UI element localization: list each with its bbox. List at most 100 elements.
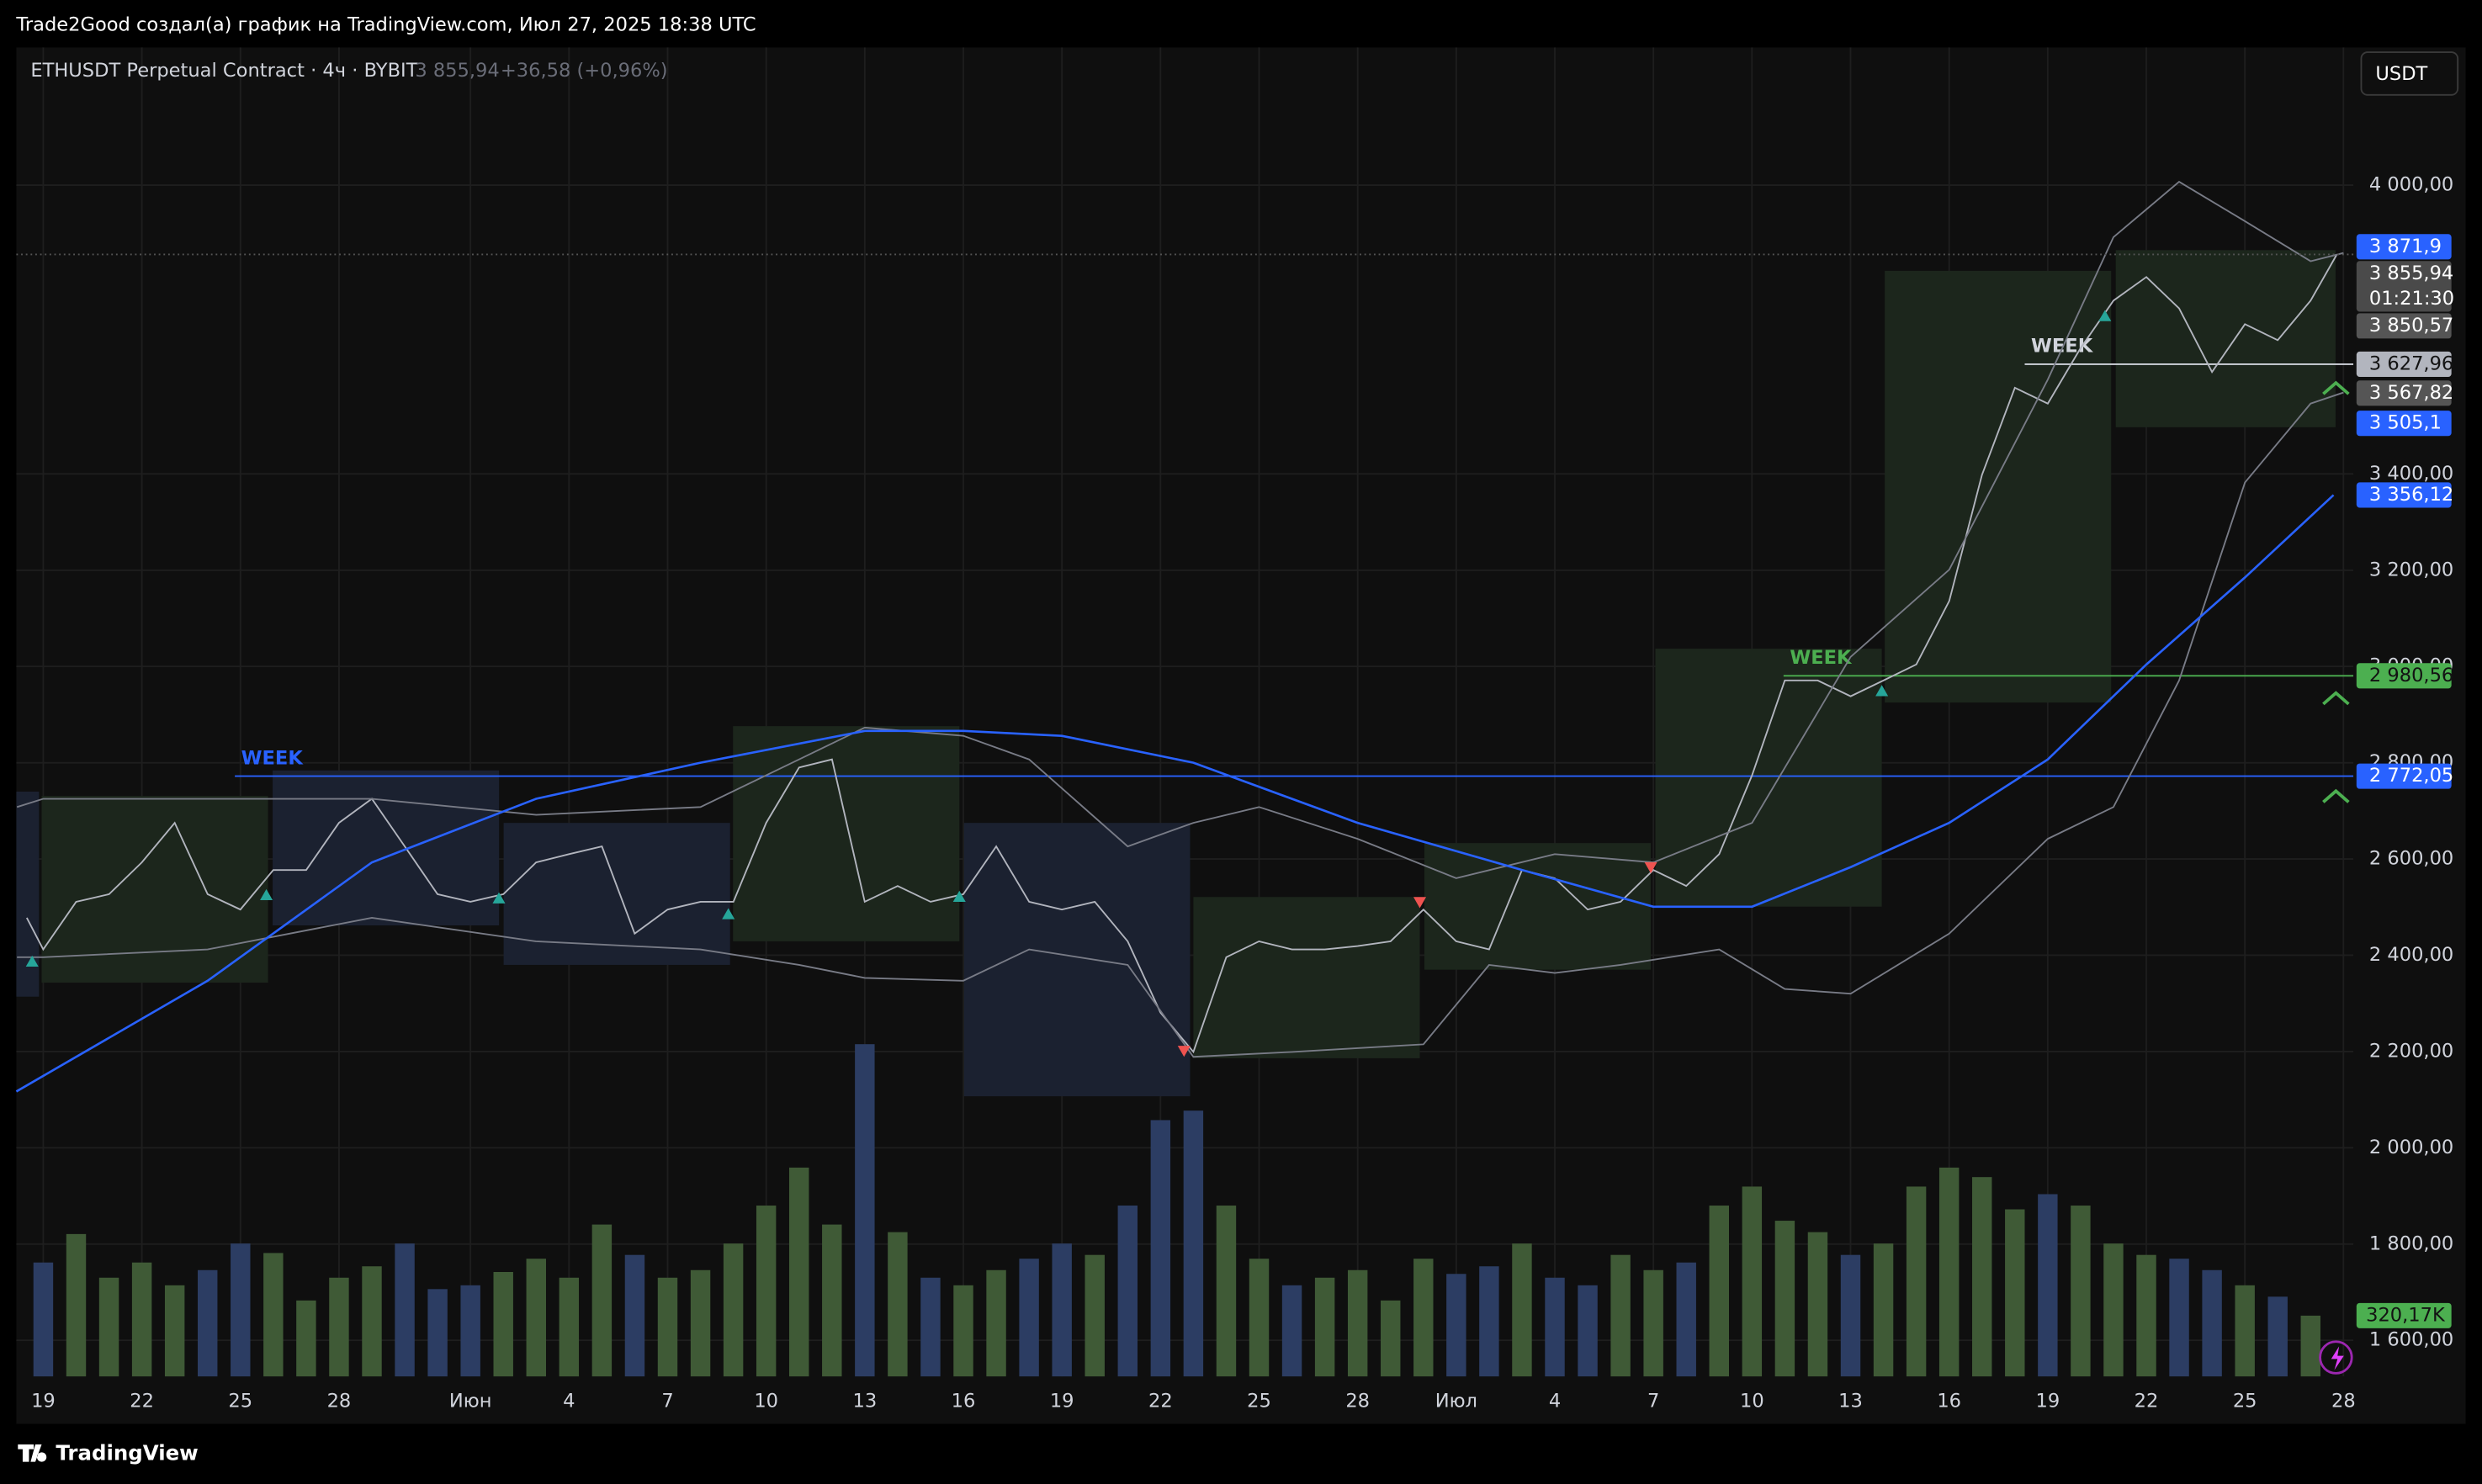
volume-bar — [2136, 1254, 2156, 1377]
x-tick-label: 28 — [2331, 1391, 2356, 1412]
volume-label: 320,17K — [2366, 1304, 2446, 1326]
volume-bar — [1774, 1221, 1795, 1377]
price-label-box — [2356, 234, 2452, 260]
y-tick-label: 2 400,00 — [2369, 944, 2453, 966]
volume-bar — [198, 1269, 218, 1377]
price-label: 3 505,1 — [2369, 412, 2442, 434]
week-box — [963, 823, 1191, 1097]
volume-bar — [1643, 1269, 1663, 1377]
volume-bar — [1117, 1206, 1138, 1377]
volume-bar — [888, 1232, 908, 1377]
volume-bar — [164, 1285, 185, 1377]
lightning-icon — [2331, 1346, 2344, 1370]
volume-bar — [1807, 1232, 1828, 1377]
volume-bar — [231, 1243, 251, 1377]
week-box — [1655, 649, 1882, 907]
volume-bar — [1610, 1254, 1631, 1377]
axes: 4 000,003 400,003 200,003 000,002 800,00… — [31, 174, 2454, 1412]
volume-bar — [1479, 1266, 1499, 1377]
volume-bar — [855, 1044, 875, 1377]
x-tick-label: 19 — [1050, 1391, 1074, 1412]
volume-bar — [559, 1277, 580, 1377]
logo-icon — [18, 1444, 47, 1462]
volume-bar — [690, 1269, 711, 1377]
volume-bar — [1840, 1254, 1861, 1377]
attribution: Trade2Good создал(а) график на TradingVi… — [15, 14, 756, 36]
price-label: 3 850,57 — [2369, 315, 2453, 337]
x-tick-label: Июл — [1435, 1391, 1477, 1412]
volume-bar — [1709, 1206, 1730, 1377]
volume-bar — [493, 1272, 513, 1377]
x-tick-label: 7 — [661, 1391, 673, 1412]
volume-bar — [1906, 1186, 1927, 1377]
footer-logo: TradingView — [56, 1440, 198, 1465]
volume-bar — [1150, 1120, 1171, 1377]
volume-bar — [2103, 1243, 2124, 1377]
moving-average — [15, 494, 2335, 1093]
x-tick-label: 22 — [2135, 1391, 2159, 1412]
x-tick-label: 13 — [1838, 1391, 1863, 1412]
volume-bar — [1938, 1167, 1960, 1377]
volume-bar — [1578, 1285, 1598, 1377]
level-label: WEEK — [241, 747, 305, 769]
volume-bar — [1085, 1254, 1105, 1377]
volume-bar — [460, 1285, 480, 1377]
x-tick-label: 16 — [952, 1391, 976, 1412]
volume-bar — [2169, 1259, 2189, 1377]
volume-bar — [1873, 1243, 1894, 1377]
level-label: WEEK — [1790, 647, 1853, 669]
x-tick-label: 19 — [31, 1391, 56, 1412]
week-box — [1885, 270, 2112, 703]
band-line — [16, 180, 2344, 879]
x-tick-label: 25 — [2233, 1391, 2257, 1412]
x-tick-label: 16 — [1937, 1391, 1961, 1412]
volume-bar — [920, 1277, 941, 1377]
volume-bar — [1381, 1300, 1401, 1377]
lightning-button[interactable] — [2319, 1340, 2353, 1375]
price-label: 3 855,94 — [2369, 262, 2453, 284]
currency-label: USDT — [2375, 63, 2427, 85]
price-label-box — [2356, 351, 2452, 377]
volume-bar — [1249, 1259, 1270, 1377]
price-label-box — [2356, 313, 2452, 339]
y-tick-label: 2 200,00 — [2369, 1040, 2453, 1062]
volume-bar — [362, 1266, 382, 1377]
x-tick-label: 4 — [1549, 1391, 1561, 1412]
price-label: 3 356,12 — [2369, 484, 2453, 506]
volume-bar — [98, 1277, 119, 1377]
price-label-box — [2356, 261, 2452, 312]
price-label-box — [2356, 411, 2452, 437]
price-label: 3 567,82 — [2369, 382, 2453, 404]
volume-bar — [822, 1224, 842, 1377]
volume-bar — [427, 1289, 448, 1377]
legend-symbol: ETHUSDT Perpetual Contract · 4ч · BYBIT — [30, 60, 417, 82]
y-tick-label: 4 000,00 — [2369, 174, 2453, 196]
volume-bar — [1676, 1262, 1696, 1377]
volume-bar — [33, 1262, 54, 1377]
volume-bar — [296, 1300, 316, 1377]
price-countdown: 01:21:30 — [2369, 288, 2454, 310]
boxes — [16, 250, 2336, 1097]
x-tick-label: 4 — [563, 1391, 575, 1412]
volume-bar — [1347, 1269, 1368, 1377]
volume-bar — [1216, 1206, 1237, 1377]
volume-bar — [1413, 1259, 1434, 1377]
week-box — [273, 770, 500, 926]
price-label-box — [2356, 482, 2452, 508]
x-tick-label: 25 — [228, 1391, 252, 1412]
volume-bar — [2038, 1194, 2058, 1377]
price-label: 3 627,96 — [2369, 352, 2453, 374]
week-box — [503, 823, 730, 965]
price-line — [25, 253, 2338, 1054]
volume-bar — [2005, 1209, 2025, 1377]
x-tick-label: 7 — [1647, 1391, 1659, 1412]
x-tick-label: 13 — [852, 1391, 877, 1412]
signal-down — [1177, 861, 1657, 1057]
volume-bar — [756, 1206, 777, 1377]
volume-bar — [986, 1269, 1006, 1377]
volume-bar — [329, 1277, 349, 1377]
y-tick-label: 2 000,00 — [2369, 1137, 2453, 1158]
currency-button[interactable] — [2360, 51, 2459, 96]
week-box — [1193, 897, 1420, 1058]
